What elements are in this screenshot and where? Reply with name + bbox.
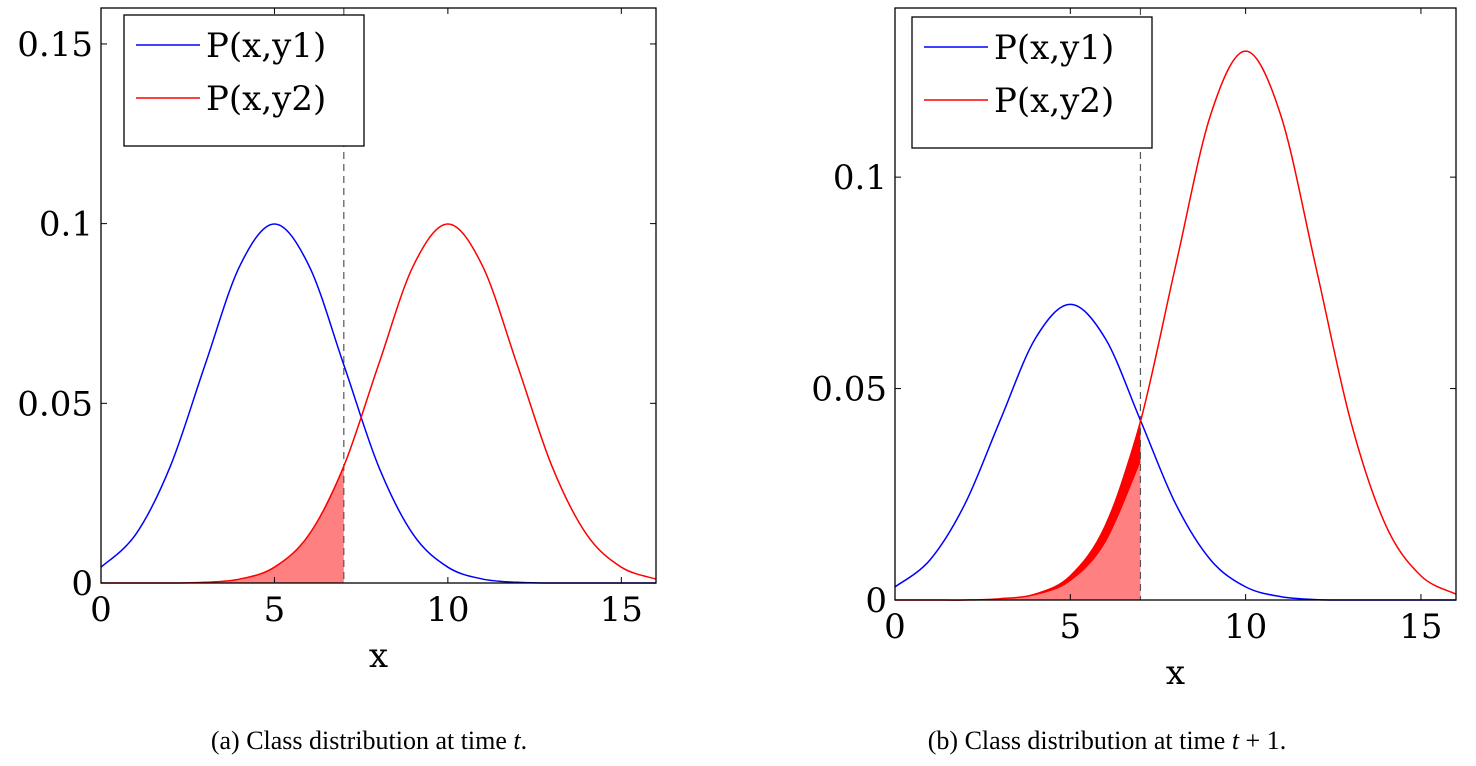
chart-a-legend-label-2: P(x,y2): [206, 79, 326, 119]
chart-a-series-1-line: [100, 223, 656, 584]
chart-b-ytick-label: 0: [865, 581, 887, 621]
panel-b: 0 5 10 15 0 0.05 0.1 x P(x,y1) P(x,y2) (b) Class …: [738, 0, 1476, 766]
chart-a-xtick-label: 10: [426, 590, 469, 630]
chart-b-xtick-label: 15: [1399, 607, 1442, 647]
caption-a-tag: (a): [210, 726, 240, 755]
chart-b-xtick-label: 5: [1059, 607, 1081, 647]
chart-a-shaded-region: [101, 466, 344, 584]
chart-b-legend-box: [911, 16, 1153, 149]
chart-a-xtick-label: 0: [90, 590, 112, 630]
chart-a-series-2-line: [101, 223, 657, 584]
caption-b-tag: (b): [927, 726, 959, 755]
chart-a-ytick-label: 0.05: [17, 384, 93, 424]
caption-b-text: Class distribution at time: [964, 726, 1232, 755]
chart-b: 0 5 10 15 0 0.05 0.1 x P(x,y1) P(x,y2): [811, 7, 1457, 693]
chart-a-xtick-label: 5: [264, 590, 286, 630]
chart-b-xtick-label: 0: [884, 607, 906, 647]
caption-a-text: Class distribution at time: [246, 726, 514, 755]
chart-a-plot-frame: [100, 7, 657, 584]
chart-a-xtick-label: 15: [600, 590, 643, 630]
chart-b-ytick-label: 0.1: [833, 158, 887, 198]
chart-b-legend-label-1: P(x,y1): [994, 28, 1114, 68]
chart-a-ytick-label: 0: [71, 564, 93, 604]
panel-a: 0 5 10 15 0 0.05 0.1 0.15 x P(x,y1) P(x,y2) (a) Cl…: [0, 7, 738, 756]
chart-b-xtick-label: 10: [1224, 607, 1267, 647]
chart-a-ytick-label: 0.15: [17, 25, 93, 65]
chart-b-x-axis-label: x: [1166, 653, 1185, 693]
chart-b-legend-label-2: P(x,y2): [994, 81, 1114, 121]
chart-a-ytick-label: 0.1: [39, 205, 93, 245]
chart-a: 0 5 10 15 0 0.05 0.1 0.15 x P(x,y1) P(x,y2): [17, 7, 657, 676]
caption-a-var: t: [513, 726, 521, 755]
chart-a-x-axis-label: x: [369, 636, 388, 676]
caption-a-suffix: .: [520, 726, 528, 755]
chart-b-series-2-line: [894, 50, 1457, 601]
chart-b-plot-frame: [894, 7, 1457, 601]
chart-b-ytick-label: 0.05: [811, 370, 887, 410]
chart-a-legend-box: [123, 14, 365, 147]
caption-b: (b) Class distribution at time t + 1.: [738, 726, 1476, 756]
chart-b-series-1-line: [894, 303, 1456, 601]
chart-b-shaded-lower: [895, 462, 1141, 601]
caption-b-suffix: + 1.: [1239, 726, 1287, 755]
caption-b-var: t: [1231, 726, 1240, 755]
chart-a-legend-label-1: P(x,y1): [206, 26, 326, 66]
caption-a: (a) Class distribution at time t.: [0, 726, 738, 756]
